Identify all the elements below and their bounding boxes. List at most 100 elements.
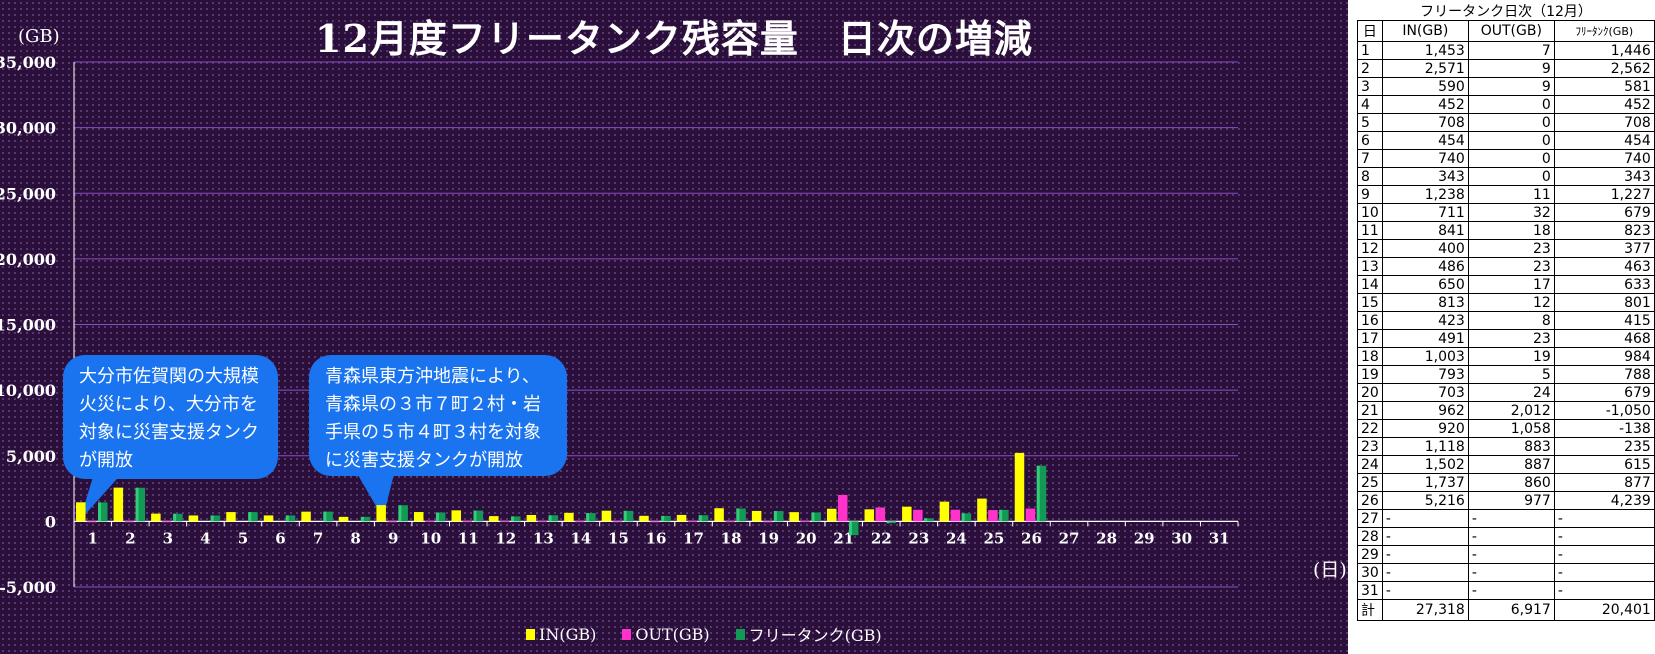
table-cell: 1,453 [1381,41,1469,60]
x-tick-label: 11 [458,529,479,547]
bar-in [564,512,574,522]
table-cell: 452 [1381,95,1469,114]
bar-free [924,518,934,522]
table-row: 26 5,216 977 4,239 [1357,491,1655,510]
x-tick-label: 9 [388,529,398,547]
table-cell: 9 [1467,59,1555,78]
table-cell: 0 [1467,95,1555,114]
table-cell: 9 [1467,77,1555,96]
bar-free-highlight [511,516,515,522]
table-cell: 650 [1381,275,1469,294]
table-cell: 4,239 [1553,491,1655,510]
table-row: 14 650 17 633 [1357,275,1655,294]
bar-out [725,521,735,523]
table-cell: - [1381,581,1469,600]
table-cell: 26 [1357,491,1383,510]
table-cell: 1 [1357,41,1383,60]
x-tick-label: 2 [125,529,135,547]
table-cell: 590 [1381,77,1469,96]
table-cell: - [1467,581,1555,600]
bar-in [639,515,649,522]
x-tick-label: 19 [758,529,779,547]
table-cell: 5,216 [1381,491,1469,510]
bar-out [687,521,698,523]
table-row: 12 400 23 377 [1357,239,1655,258]
table-cell: 8 [1357,167,1383,186]
table-cell: 920 [1381,419,1469,438]
bar-out [500,521,510,523]
bar-free-highlight [848,521,852,536]
table-row: 30- - - [1357,563,1655,582]
table-cell: - [1467,545,1555,564]
bar-free-highlight [773,511,777,522]
table-cell: 23 [1467,239,1555,258]
bar-free-highlight [1036,465,1040,522]
bar-free [661,515,671,522]
table-cell: 12 [1467,293,1555,312]
x-tick-label: 16 [646,529,667,547]
table-cell: 23 [1357,437,1383,456]
table-cell: - [1467,563,1555,582]
bar-free-highlight [285,515,289,522]
table-title: フリータンク日次（12月） [1420,4,1592,20]
bar-in [376,505,386,522]
bar-out [1025,508,1036,522]
bar-free [173,513,183,522]
table-cell: 20 [1357,383,1383,402]
bar-free [398,505,408,522]
table-cell: 883 [1467,437,1555,456]
callout-aomori: 青森県東方沖地震により、青森県の３市７町２村・岩手県の５市４町３村を対象に災害支… [309,355,567,476]
table-body: 1 1,453 7 1,446 2 2,571 9 2,562 3 590 9 581 4 452 0 452… [1357,41,1655,600]
bar-free [285,515,296,522]
header-in: IN(GB) [1381,20,1469,42]
legend-swatch-free [735,628,745,640]
table-cell: 377 [1553,239,1655,258]
table-cell: 415 [1553,311,1655,330]
table-row: 2 2,571 9 2,562 [1357,59,1655,78]
x-axis-unit: (日) [1313,559,1347,581]
table-row: 23 1,118 883 235 [1357,437,1655,456]
bar-in [902,506,912,522]
bar-in [939,501,950,522]
y-tick-label: -5,000 [0,578,56,597]
x-tick-label: 27 [1059,529,1080,547]
bar-free [135,487,146,522]
x-tick-label: 13 [533,529,554,547]
bar-free-highlight [135,487,139,522]
table-cell: 711 [1381,203,1469,222]
table-cell: 24 [1467,383,1555,402]
bar-in [301,511,311,522]
legend-swatch-out [622,628,632,640]
table-cell: - [1553,509,1655,528]
bar-out [913,509,923,522]
bar-in [1014,452,1025,522]
legend-item-out: OUT(GB) [622,622,710,646]
bar-out [87,521,97,523]
bar-in [76,502,86,522]
table-cell: 801 [1553,293,1655,312]
bar-in [263,515,274,522]
total-free: 20,401 [1553,599,1655,621]
bar-free-highlight [924,518,928,522]
x-tick-label: 28 [1096,529,1117,547]
table-cell: 887 [1467,455,1555,474]
chart-panel: -5,000 0 5,000 10,000 15,000 20,000 25,000 30,0… [0,0,1348,654]
x-tick-label: 30 [1171,529,1192,547]
table-cell: 486 [1381,257,1469,276]
x-tick-label: 3 [163,529,173,547]
bar-in [601,510,612,522]
x-tick-label: 21 [833,529,854,547]
bar-out [575,521,585,523]
table-cell: 14 [1357,275,1383,294]
x-tick-label: 23 [908,529,929,547]
table-cell: 16 [1357,311,1383,330]
table-cell: 452 [1553,95,1655,114]
x-tick-label: 20 [796,529,817,547]
bar-in [226,512,236,522]
bar-free [360,516,371,522]
table-row: 18 1,003 19 984 [1357,347,1655,366]
bar-out [424,520,435,522]
table-cell: 343 [1553,167,1655,186]
legend-item-in: IN(GB) [526,622,596,646]
bar-out [537,521,548,523]
